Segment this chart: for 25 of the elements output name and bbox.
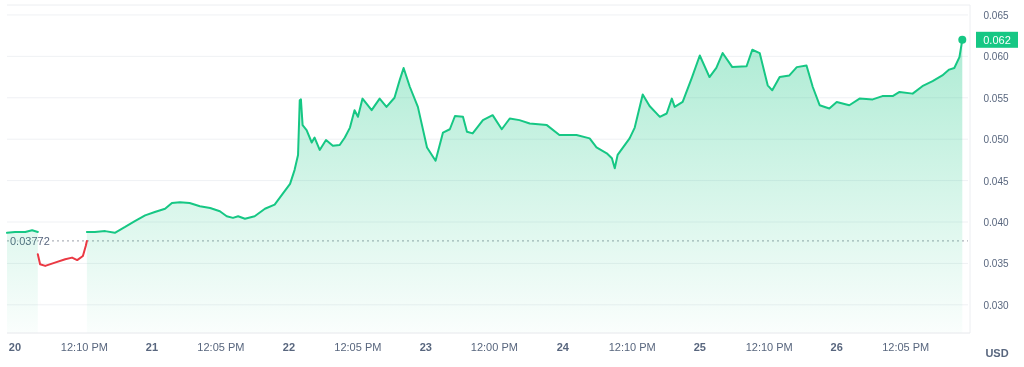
y-tick-label: 0.060 [983,51,1009,63]
x-tick-label: 12:05 PM [334,341,382,353]
y-tick-label: 0.040 [983,217,1009,229]
x-tick-label: 20 [8,341,22,353]
x-tick-label: 21 [145,341,159,353]
y-axis-title: USD [985,347,1009,359]
x-tick-label: 12:05 PM [882,341,930,353]
y-tick-label: 0.045 [983,175,1009,187]
y-tick-label: 0.050 [983,134,1009,146]
x-tick-label: 23 [419,341,432,353]
y-tick-label: 0.065 [983,9,1009,21]
y-tick-label: 0.035 [983,258,1009,270]
x-tick-label: 12:00 PM [470,341,518,353]
y-tick-label: 0.055 [983,92,1009,104]
x-tick-label: 25 [693,341,706,353]
annotation: 0.062 [983,33,1011,46]
x-tick-label: 26 [830,341,843,353]
y-tick-label: 0.030 [983,299,1009,311]
x-tick-label: 24 [556,341,570,353]
x-tick-label: 12:10 PM [60,341,108,353]
x-tick-label: 12:10 PM [608,341,656,353]
x-tick-label: 12:10 PM [745,341,793,353]
x-tick-label: 22 [282,341,296,353]
ref-line-label: 0.03772 [10,234,50,247]
x-tick-label: 12:05 PM [197,341,245,353]
